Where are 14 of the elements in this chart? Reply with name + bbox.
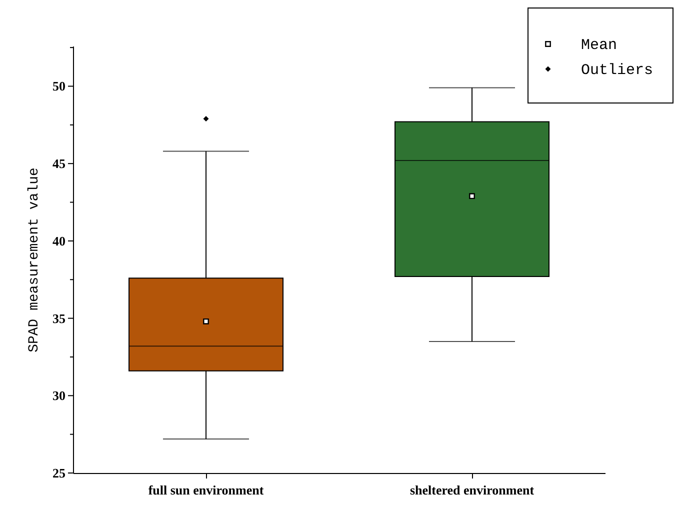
- y-tick-label: 30: [52, 388, 66, 404]
- x-tick-label: full sun environment: [148, 482, 264, 498]
- point: [203, 318, 209, 324]
- y-axis-title: SPAD measurement value: [26, 168, 42, 352]
- y-tick-label: 25: [52, 466, 66, 480]
- point: [203, 116, 209, 122]
- point: [469, 193, 475, 200]
- y-tick-label: 40: [52, 233, 66, 248]
- x-tick-label: sheltered environment: [410, 482, 535, 498]
- legend-label: Mean: [581, 37, 618, 54]
- y-tick-label: 50: [52, 78, 66, 94]
- y-tick-label: 35: [52, 310, 66, 326]
- y-tick-label: 45: [52, 156, 66, 172]
- legend-label: Outliers: [581, 62, 654, 79]
